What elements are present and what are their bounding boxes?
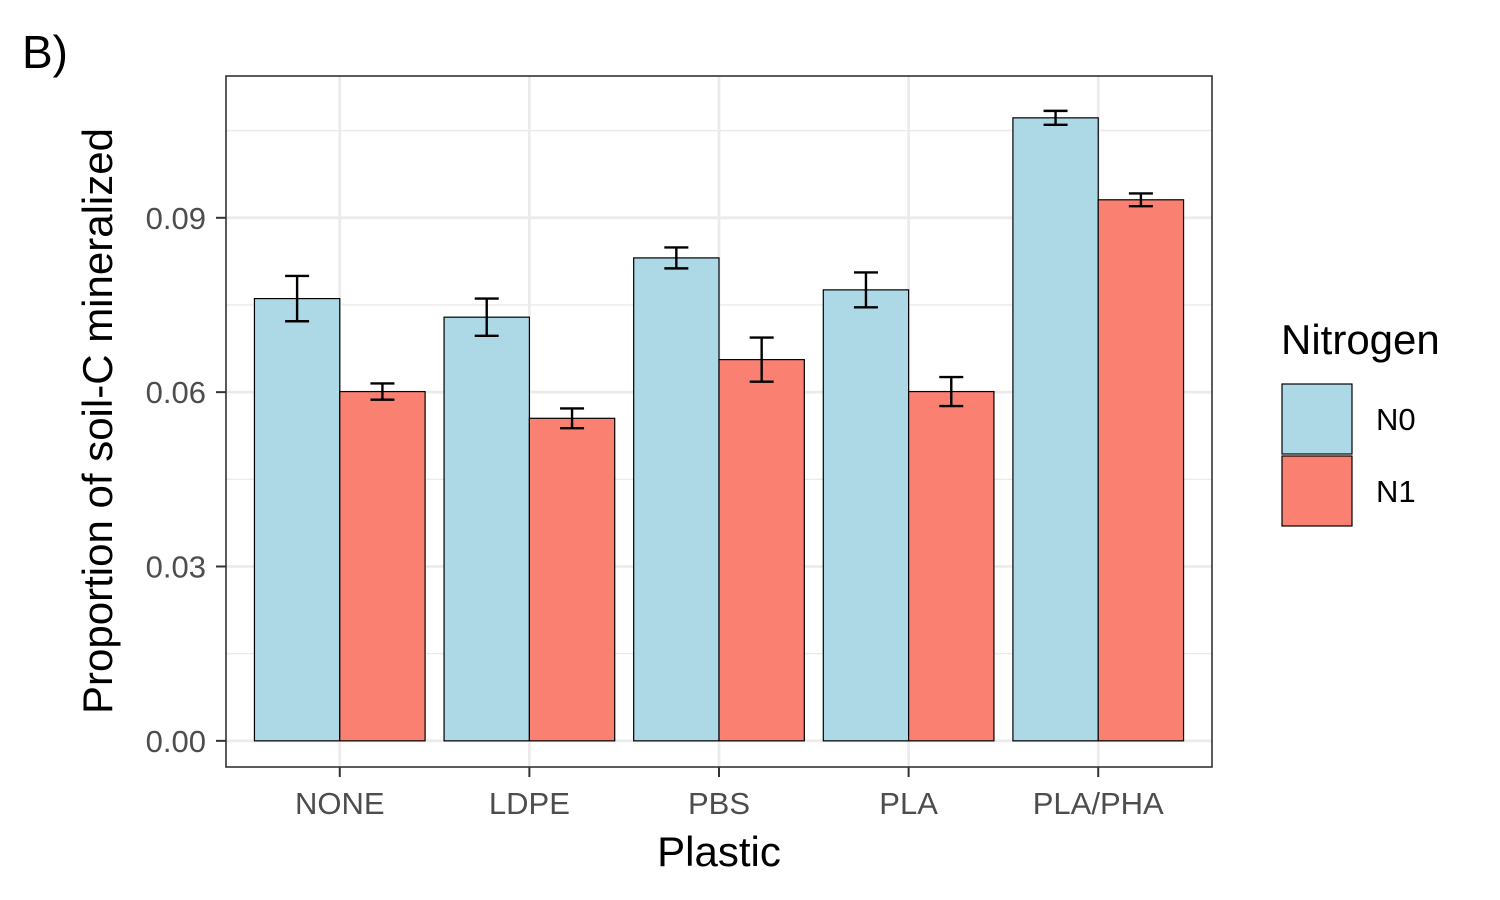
x-tick-label: NONE [295, 786, 385, 821]
y-axis-title: Proportion of soil-C mineralized [74, 128, 121, 714]
bar [1097, 199, 1185, 742]
legend: Nitrogen N0 N1 [1281, 316, 1440, 527]
y-tick-label: 0.00 [146, 724, 206, 759]
x-tick-label: PLA/PHA [1033, 786, 1164, 821]
bar [339, 390, 426, 742]
legend-key [1281, 383, 1353, 455]
y-tick-label: 0.03 [146, 549, 206, 584]
y-tick-label: 0.06 [146, 375, 206, 410]
x-axis: NONE LDPE PBS PLA PLA/PHA [295, 767, 1164, 821]
bar [718, 359, 805, 742]
bar [908, 390, 995, 742]
bar [253, 297, 341, 742]
x-tick-label: LDPE [489, 786, 570, 821]
legend-label: N0 [1376, 402, 1416, 437]
legend-label: N1 [1376, 474, 1416, 509]
y-axis: 0.00 0.03 0.06 0.09 [146, 201, 226, 759]
bars [253, 117, 1185, 742]
bar [822, 289, 910, 742]
panel-label: B) [22, 26, 68, 78]
x-tick-label: PLA [879, 786, 938, 821]
legend-title: Nitrogen [1281, 316, 1440, 363]
legend-key [1281, 455, 1353, 527]
y-tick-label: 0.09 [146, 201, 206, 236]
bar [443, 316, 530, 742]
x-tick-label: PBS [688, 786, 750, 821]
bar [1012, 117, 1099, 742]
bar [633, 257, 720, 742]
error-bars [285, 109, 1153, 430]
x-axis-title: Plastic [657, 828, 781, 875]
bar [528, 417, 616, 742]
